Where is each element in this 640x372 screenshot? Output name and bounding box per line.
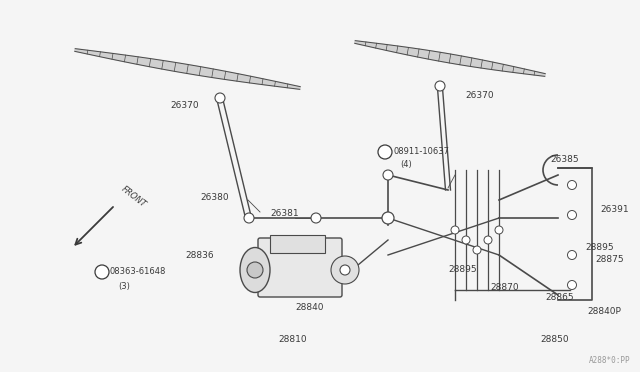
Circle shape (473, 246, 481, 254)
Text: 28840: 28840 (295, 304, 323, 312)
Text: 28836: 28836 (185, 251, 214, 260)
Circle shape (495, 226, 503, 234)
Circle shape (568, 280, 577, 289)
Text: 26370: 26370 (465, 90, 493, 99)
Circle shape (331, 256, 359, 284)
Text: 28850: 28850 (540, 336, 568, 344)
Polygon shape (355, 41, 545, 76)
Text: 28870: 28870 (490, 283, 518, 292)
Text: 08911-10637: 08911-10637 (393, 148, 449, 157)
Text: N: N (381, 148, 388, 157)
Polygon shape (75, 49, 300, 89)
Circle shape (435, 81, 445, 91)
Text: 28840P: 28840P (587, 308, 621, 317)
Circle shape (484, 236, 492, 244)
Circle shape (244, 213, 254, 223)
Text: 26391: 26391 (600, 205, 628, 215)
FancyBboxPatch shape (270, 235, 325, 253)
Text: A288*0:PP: A288*0:PP (588, 356, 630, 365)
Text: 28865: 28865 (545, 294, 573, 302)
Circle shape (383, 170, 393, 180)
Text: 26370: 26370 (170, 100, 198, 109)
Circle shape (311, 213, 321, 223)
Circle shape (95, 265, 109, 279)
Circle shape (568, 250, 577, 260)
Circle shape (247, 262, 263, 278)
Text: (4): (4) (400, 160, 412, 170)
Circle shape (378, 145, 392, 159)
Text: 28810: 28810 (278, 336, 307, 344)
Circle shape (568, 180, 577, 189)
Text: S: S (99, 267, 105, 276)
Text: 26381: 26381 (270, 208, 299, 218)
Circle shape (451, 226, 459, 234)
Circle shape (382, 212, 394, 224)
Circle shape (568, 211, 577, 219)
FancyBboxPatch shape (258, 238, 342, 297)
Text: (3): (3) (118, 282, 130, 291)
Text: 08363-61648: 08363-61648 (110, 267, 166, 276)
Circle shape (462, 236, 470, 244)
Text: FRONT: FRONT (120, 185, 148, 209)
Text: 28895: 28895 (585, 244, 614, 253)
Circle shape (340, 265, 350, 275)
Circle shape (215, 93, 225, 103)
Ellipse shape (240, 247, 270, 292)
Text: 26385: 26385 (550, 155, 579, 164)
Text: 26380: 26380 (200, 193, 228, 202)
Text: 28895: 28895 (448, 266, 477, 275)
Text: 28875: 28875 (595, 256, 623, 264)
